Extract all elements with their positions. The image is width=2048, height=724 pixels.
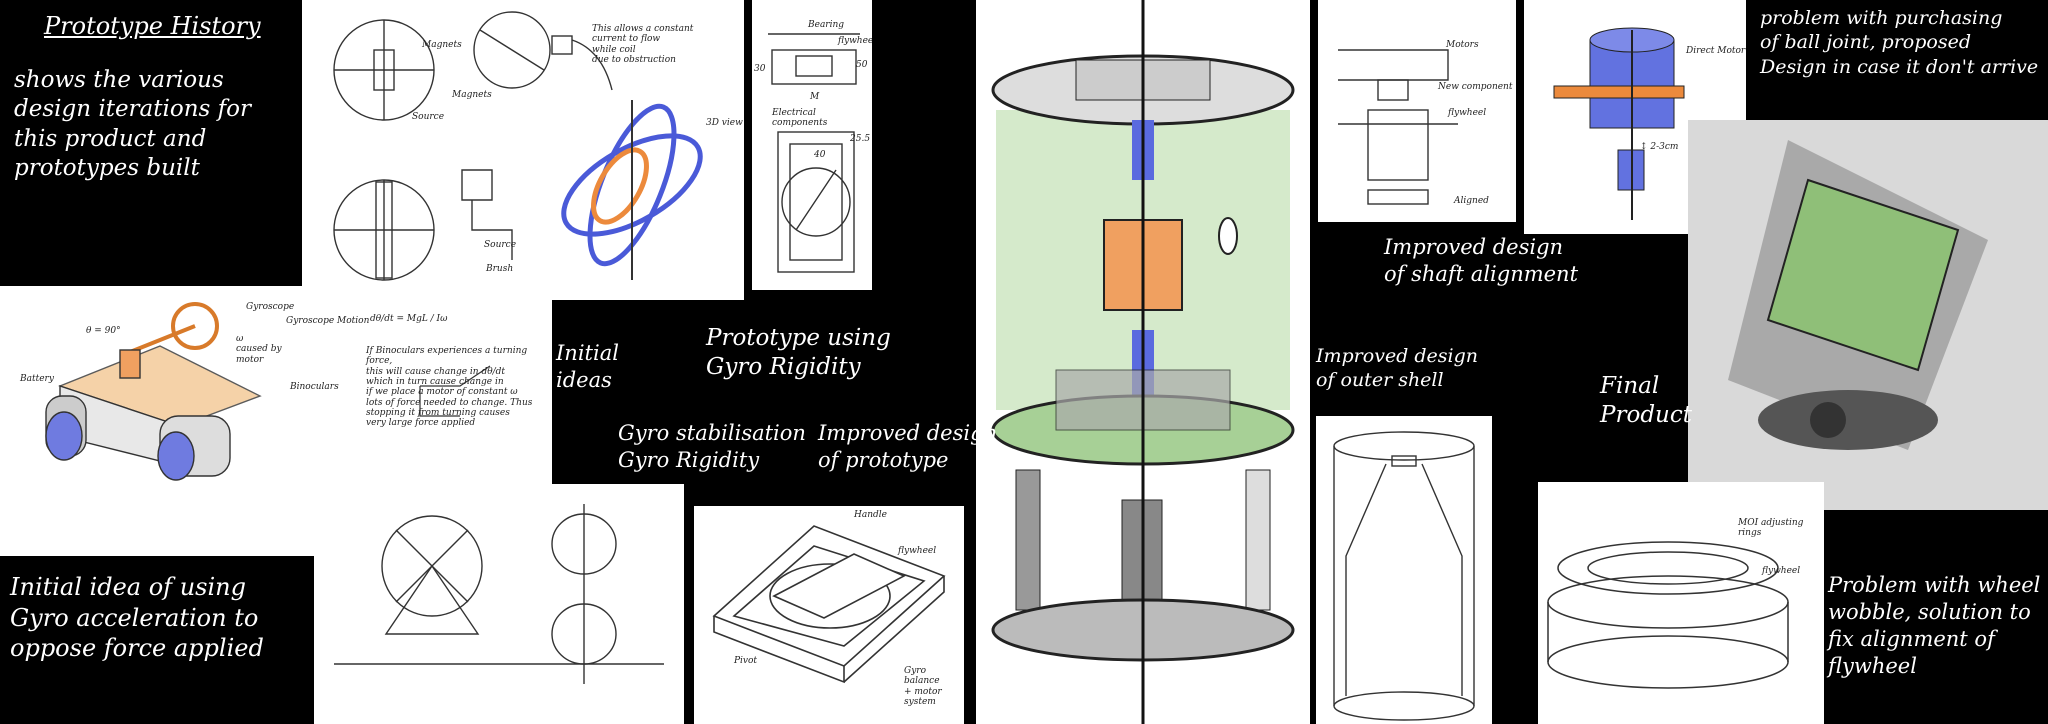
formula-label: dθ/dt = MgL / Iω xyxy=(370,314,448,324)
shaft-alignment-panel: Motors New component flywheel Aligned xyxy=(1318,0,1516,222)
initial-idea-wing-caption: Initial idea of using Gyro acceleration … xyxy=(10,573,264,663)
bearing-drawing xyxy=(768,33,860,273)
page-title: Prototype History xyxy=(44,12,261,40)
outer-shell-panel xyxy=(1316,416,1492,724)
binoculars-label: Binoculars xyxy=(290,382,339,392)
shaft-alignment-caption: Improved design of shaft alignment xyxy=(1384,235,1579,286)
flywheel-label-4: flywheel xyxy=(1762,566,1801,576)
bearing-label: Bearing xyxy=(808,20,845,30)
dim-30: 30 xyxy=(754,64,766,74)
dim-40: 40 xyxy=(814,150,826,160)
motor-concept-sketches xyxy=(333,11,703,281)
ball-joint-drawing xyxy=(1553,27,1685,220)
gyro-balance-label: Gyro balance + motor system xyxy=(904,666,942,708)
motor-label: ω caused by motor xyxy=(236,334,282,365)
bearing-drawing-panel: Bearing flywheel 30 50 M Electrical comp… xyxy=(752,0,872,290)
gap-label: ↕ 2-3cm xyxy=(1640,142,1679,152)
physics-note: If Binoculars experiences a turning forc… xyxy=(366,346,533,429)
dim-255: 25.5 xyxy=(850,134,871,144)
handle-label: Handle xyxy=(854,510,887,520)
dim-50: 50 xyxy=(856,60,868,70)
flywheel-label-3: flywheel xyxy=(1448,108,1487,118)
gyro-balance-drawing xyxy=(712,525,946,684)
brush-label: Brush xyxy=(486,264,514,274)
gyro-motion-label: Gyroscope Motion xyxy=(286,316,370,326)
intro-caption: shows the various design iterations for … xyxy=(14,67,251,182)
new-component-label: New component xyxy=(1438,82,1513,92)
motor-concept-sketches-panel: Magnets Source Brush Source Magnets This… xyxy=(302,0,744,300)
motors-label: Motors xyxy=(1446,40,1479,50)
outer-shell-caption: Improved design of outer shell xyxy=(1316,345,1479,392)
pivot-label: Pivot xyxy=(734,656,758,666)
aligned-label: Aligned xyxy=(1454,196,1489,206)
flywheel-label-2: flywheel xyxy=(898,546,937,556)
cross-section-panel xyxy=(976,0,1310,724)
magnets-label: Magnets xyxy=(422,40,462,50)
final-product-render xyxy=(1688,120,2048,510)
outer-shell-drawing xyxy=(1333,431,1475,721)
theta-label: θ = 90° xyxy=(86,326,121,336)
electrical-label: Electrical components xyxy=(772,108,828,129)
direct-motor-label: Direct Motor xyxy=(1686,46,1746,56)
view3d-label: 3D view xyxy=(706,118,743,128)
gyro-balance-panel: Handle flywheel Pivot Gyro balance + mot… xyxy=(694,506,964,724)
ball-joint-caption: problem with purchasing of ball joint, p… xyxy=(1760,7,2039,78)
final-product-panel xyxy=(1688,120,2048,510)
battery-label: Battery xyxy=(20,374,54,384)
improved-prototype-caption: Improved design of prototype xyxy=(818,421,998,472)
gyro-rigidity-sketch xyxy=(334,504,664,684)
moi-rings-drawing xyxy=(1547,541,1789,689)
moi-rings-label: MOI adjusting rings xyxy=(1738,518,1804,539)
initial-ideas-caption: Initial ideas xyxy=(556,341,619,392)
gyro-rigidity-sketch-panel xyxy=(314,484,684,724)
cross-section-render xyxy=(991,0,1295,724)
final-product-caption: Final Product xyxy=(1600,373,1692,429)
wheel-wobble-caption: Problem with wheel wobble, solution to f… xyxy=(1828,573,2041,678)
current-note: This allows a constant current to flow w… xyxy=(592,24,694,66)
gyro-rigidity-caption: Prototype using Gyro Rigidity xyxy=(706,325,891,381)
moi-rings-panel: MOI adjusting rings flywheel xyxy=(1538,482,1824,724)
shaft-alignment-drawing xyxy=(1338,49,1458,205)
gyroscope-label: Gyroscope xyxy=(246,302,295,312)
flywheel-label: flywheel xyxy=(838,36,872,46)
dim-m: M xyxy=(810,92,820,102)
source-label-2: Source xyxy=(484,240,517,250)
gyro-stabilisation-caption: Gyro stabilisation Gyro Rigidity xyxy=(618,421,806,472)
gyro-binoculars-sketch xyxy=(45,302,491,481)
magnets-label-2: Magnets xyxy=(452,90,492,100)
source-label: Source xyxy=(412,112,445,122)
